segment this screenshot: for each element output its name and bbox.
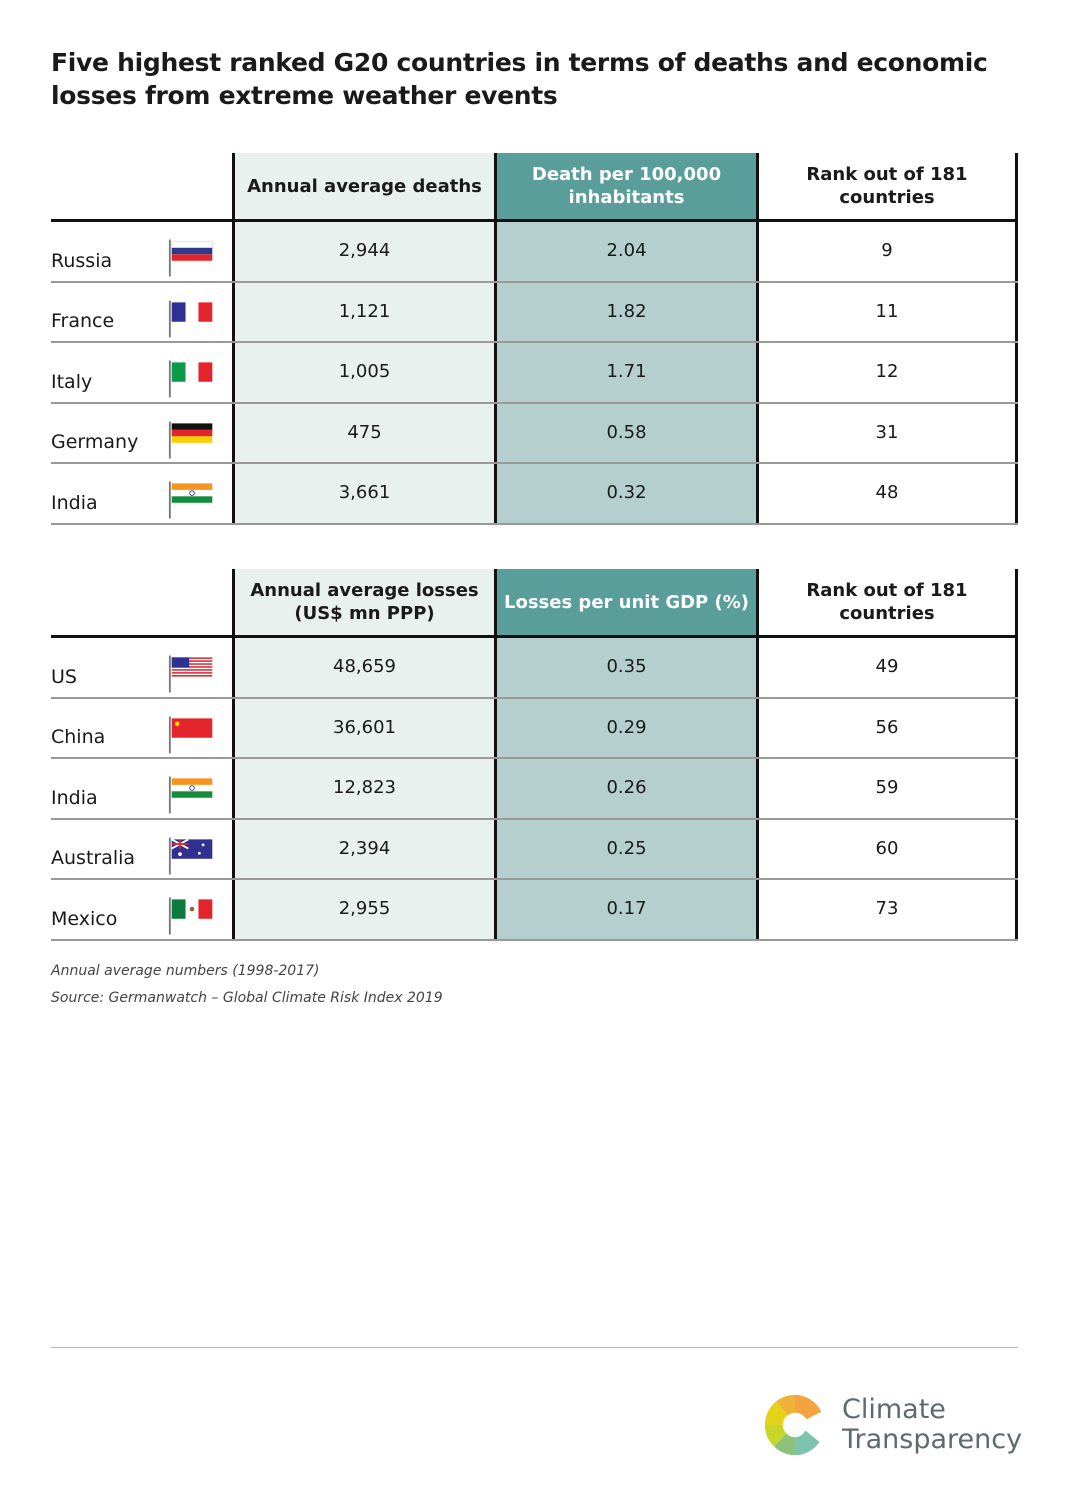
rank-cell: 12 bbox=[756, 343, 1018, 402]
country-cell: Germany bbox=[51, 404, 232, 463]
losses-table: Annual average losses (US$ mn PPP) Losses… bbox=[51, 569, 1018, 941]
rank-cell: 49 bbox=[756, 638, 1018, 697]
header-col-1: Annual average losses (US$ mn PPP) bbox=[232, 569, 494, 635]
china-flag-icon bbox=[168, 716, 213, 753]
country-cell: France bbox=[51, 283, 232, 342]
country-cell: Russia bbox=[51, 222, 232, 281]
rank-cell: 9 bbox=[756, 222, 1018, 281]
logo-line-1: Climate bbox=[842, 1394, 946, 1425]
header-blank bbox=[51, 153, 232, 219]
country-name: India bbox=[51, 491, 98, 514]
rank-cell: 59 bbox=[756, 759, 1018, 818]
header-blank bbox=[51, 569, 232, 635]
country-name: Australia bbox=[51, 847, 136, 869]
country-cell: Italy bbox=[51, 343, 232, 402]
rank-cell: 73 bbox=[756, 880, 1018, 939]
country-cell: Mexico bbox=[51, 880, 232, 939]
value-col-2: 0.25 bbox=[494, 819, 756, 878]
rank-cell: 31 bbox=[756, 403, 1018, 462]
table-row: Italy 1,005 1.71 12 bbox=[51, 343, 1018, 404]
divider bbox=[51, 1347, 1018, 1348]
value-col-2: 0.32 bbox=[494, 464, 756, 523]
rank-cell: 11 bbox=[756, 282, 1018, 341]
value-col-2: 0.26 bbox=[494, 759, 756, 818]
table-row: Mexico 2,955 0.17 73 bbox=[51, 880, 1018, 941]
value-col-2: 0.29 bbox=[494, 698, 756, 757]
header-col-3: Rank out of 181 countries bbox=[756, 569, 1018, 635]
country-name: Germany bbox=[51, 431, 139, 453]
rank-cell: 48 bbox=[756, 464, 1018, 523]
table-row: India 3,661 0.32 48 bbox=[51, 464, 1018, 525]
country-name: Italy bbox=[51, 370, 93, 393]
header-col-1: Annual average deaths bbox=[232, 153, 494, 219]
country-name: France bbox=[51, 310, 115, 332]
table-row: Russia 2,944 2.04 9 bbox=[51, 222, 1018, 283]
table-header: Annual average deaths Death per 100,000 i… bbox=[51, 153, 1018, 222]
deaths-table: Annual average deaths Death per 100,000 i… bbox=[51, 153, 1018, 525]
country-cell: India bbox=[51, 759, 232, 818]
header-col-3: Rank out of 181 countries bbox=[756, 153, 1018, 219]
mexico-flag-icon bbox=[168, 897, 213, 935]
value-col-1: 2,944 bbox=[232, 222, 494, 281]
table-row: China 36,601 0.29 56 bbox=[51, 698, 1018, 759]
country-name: China bbox=[51, 726, 106, 748]
value-col-2: 0.17 bbox=[494, 880, 756, 939]
value-col-2: 0.58 bbox=[494, 403, 756, 462]
value-col-2: 1.82 bbox=[494, 282, 756, 341]
table-row: US 48,659 0.35 49 bbox=[51, 638, 1018, 699]
value-col-1: 3,661 bbox=[232, 464, 494, 523]
value-col-1: 475 bbox=[232, 403, 494, 462]
india-flag-icon bbox=[168, 481, 213, 519]
country-cell: Australia bbox=[51, 820, 232, 879]
italy-flag-icon bbox=[168, 360, 213, 398]
australia-flag-icon bbox=[168, 837, 213, 874]
climate-transparency-logo: Climate Transparency bbox=[762, 1390, 1022, 1460]
value-col-2: 1.71 bbox=[494, 343, 756, 402]
table-row: France 1,121 1.82 11 bbox=[51, 282, 1018, 343]
value-col-1: 48,659 bbox=[232, 638, 494, 697]
logo-line-2: Transparency bbox=[842, 1424, 1023, 1455]
country-cell: China bbox=[51, 699, 232, 758]
country-name: US bbox=[51, 665, 77, 688]
logo-mark-icon bbox=[764, 1394, 822, 1456]
value-col-2: 0.35 bbox=[494, 638, 756, 697]
table-row: India 12,823 0.26 59 bbox=[51, 759, 1018, 820]
value-col-2: 2.04 bbox=[494, 222, 756, 281]
country-name: India bbox=[51, 786, 98, 809]
germany-flag-icon bbox=[168, 421, 213, 458]
note-period: Annual average numbers (1998-2017) bbox=[51, 963, 320, 979]
value-col-1: 2,394 bbox=[232, 819, 494, 878]
country-name: Russia bbox=[51, 249, 113, 272]
rank-cell: 60 bbox=[756, 819, 1018, 878]
india-flag-icon bbox=[168, 776, 213, 814]
value-col-1: 2,955 bbox=[232, 880, 494, 939]
value-col-1: 36,601 bbox=[232, 698, 494, 757]
page-title: Five highest ranked G20 countries in ter… bbox=[51, 48, 988, 110]
value-col-1: 12,823 bbox=[232, 759, 494, 818]
value-col-1: 1,005 bbox=[232, 343, 494, 402]
france-flag-icon bbox=[168, 300, 213, 337]
value-col-1: 1,121 bbox=[232, 282, 494, 341]
russia-flag-icon bbox=[168, 239, 213, 277]
rank-cell: 56 bbox=[756, 698, 1018, 757]
header-col-2: Losses per unit GDP (%) bbox=[494, 569, 756, 635]
country-cell: US bbox=[51, 638, 232, 697]
table-row: Australia 2,394 0.25 60 bbox=[51, 819, 1018, 880]
table-row: Germany 475 0.58 31 bbox=[51, 403, 1018, 464]
header-col-2: Death per 100,000 inhabitants bbox=[494, 153, 756, 219]
table-header: Annual average losses (US$ mn PPP) Losses… bbox=[51, 569, 1018, 638]
us-flag-icon bbox=[168, 655, 213, 693]
note-source: Source: Germanwatch – Global Climate Ris… bbox=[51, 990, 443, 1006]
country-name: Mexico bbox=[51, 907, 118, 930]
country-cell: India bbox=[51, 464, 232, 523]
